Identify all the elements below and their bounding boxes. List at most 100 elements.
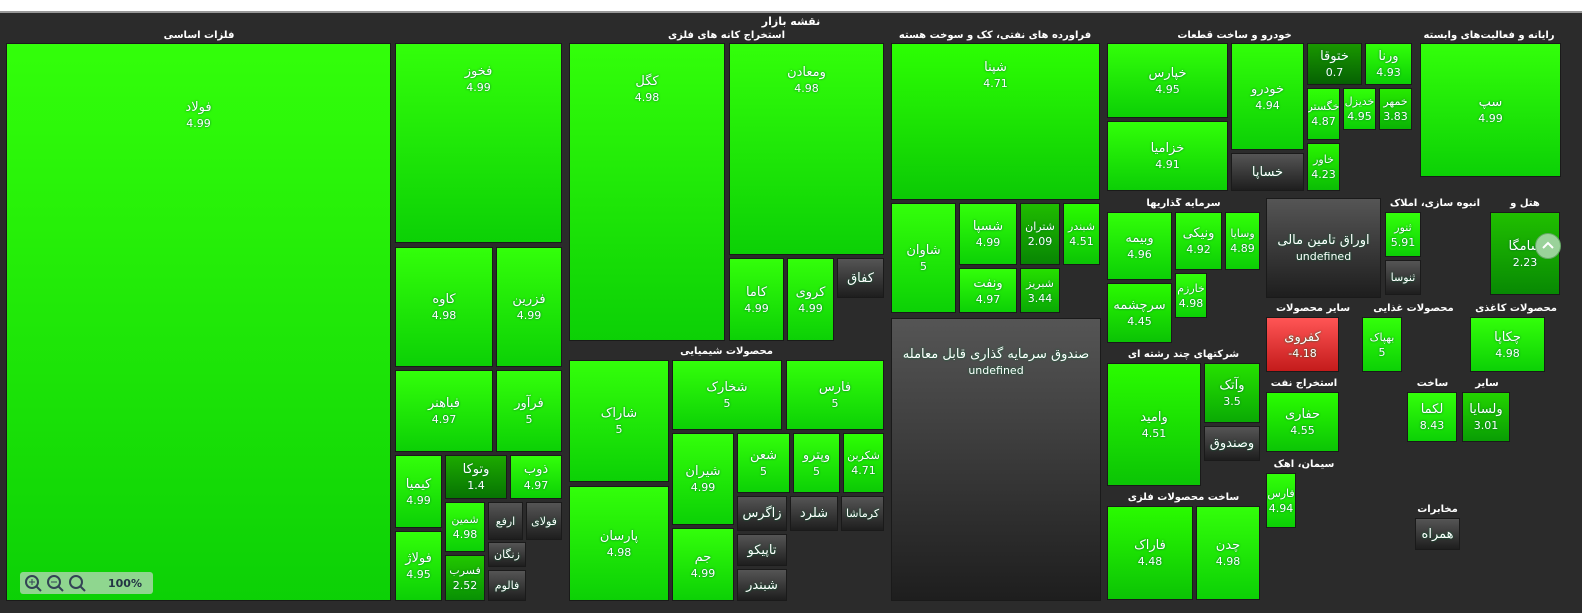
stock-tile[interactable]: ثنور 5.91	[1385, 212, 1421, 257]
stock-tile[interactable]: شیران 4.99	[672, 433, 734, 525]
stock-tile[interactable]: شپنا 4.71	[891, 43, 1100, 200]
stock-tile[interactable]: خپارس 4.95	[1107, 43, 1228, 118]
stock-tile[interactable]: خاور 4.23	[1307, 143, 1340, 191]
stock-tile[interactable]: بهپاک 5	[1362, 317, 1402, 372]
stock-tile[interactable]: صندوق سرمایه گذاری قابل معامله undefined	[891, 318, 1101, 601]
stock-tile[interactable]: حفاری 4.55	[1266, 392, 1339, 452]
stock-tile[interactable]: وسایا 4.89	[1225, 212, 1260, 270]
stock-tile[interactable]: کاما 4.99	[729, 258, 784, 341]
stock-tile[interactable]: فرآور 5	[496, 370, 562, 452]
stock-tile[interactable]: وپترو 5	[793, 433, 840, 493]
stock-tile[interactable]: وامید 4.51	[1107, 363, 1201, 486]
tile-value: 4.95	[406, 568, 431, 581]
stock-tile[interactable]: فخوز 4.99	[395, 43, 562, 243]
stock-tile[interactable]: کرماشا	[841, 496, 884, 531]
stock-tile[interactable]: زنگان	[488, 542, 526, 567]
tile-value: 5	[831, 397, 839, 410]
stock-tile[interactable]: جم 4.99	[672, 528, 734, 601]
stock-tile[interactable]: ونیکی 4.92	[1175, 212, 1222, 270]
stock-tile[interactable]: کفاق	[837, 258, 884, 298]
stock-tile[interactable]: شخارک 5	[672, 360, 782, 430]
stock-tile[interactable]: فولاژ 4.95	[395, 531, 442, 601]
tile-label: کروی	[795, 284, 826, 300]
tile-value: 5	[723, 397, 731, 410]
tile-label: فولاژ	[405, 551, 432, 566]
stock-tile[interactable]: ونفت 4.97	[959, 268, 1017, 313]
stock-tile[interactable]: شبندر	[737, 569, 787, 601]
stock-tile[interactable]: ثنوسا	[1385, 260, 1421, 295]
stock-tile[interactable]: شبندر 4.51	[1063, 203, 1100, 265]
tile-value: undefined	[1295, 250, 1352, 263]
sector-header: ساخت	[1416, 378, 1449, 389]
stock-tile[interactable]: وصندوق	[1204, 426, 1260, 461]
stock-tile[interactable]: شاوان 5	[891, 203, 956, 313]
stock-tile[interactable]: ولسایا 3.01	[1462, 392, 1510, 442]
stock-tile[interactable]: شکربن 4.71	[843, 433, 884, 493]
tile-label: کرماشا	[845, 507, 880, 520]
stock-tile[interactable]: وبیمه 4.96	[1107, 212, 1172, 280]
stock-tile[interactable]: شتران 2.09	[1020, 203, 1060, 265]
stock-tile[interactable]: ورنا 4.93	[1365, 43, 1412, 85]
stock-tile[interactable]: شبریز 3.44	[1020, 268, 1060, 313]
stock-tile[interactable]: فارس 5	[786, 360, 884, 430]
stock-tile[interactable]: خگستر 4.87	[1307, 88, 1340, 140]
sector-header: فراورده های نفتی، کک و سوخت هسته	[898, 30, 1092, 41]
stock-tile[interactable]: ذوب 4.97	[510, 455, 562, 499]
tile-label: شپنا	[984, 59, 1007, 75]
stock-tile[interactable]: همراه	[1415, 518, 1460, 550]
stock-tile[interactable]: چدن 4.98	[1196, 506, 1260, 600]
stock-tile[interactable]: شاراک 5	[569, 360, 669, 482]
stock-tile[interactable]: ارفع	[488, 502, 523, 540]
tile-value: 4.94	[1255, 98, 1280, 112]
stock-tile[interactable]: سرچشمه 4.45	[1107, 283, 1172, 343]
stock-tile[interactable]: پارسان 4.98	[569, 486, 669, 601]
tile-value: 4.99	[744, 301, 769, 315]
stock-tile[interactable]: سپ 4.99	[1420, 43, 1561, 177]
tile-value: 4.91	[1155, 158, 1180, 171]
tile-label: خمهر	[1383, 95, 1408, 108]
stock-tile[interactable]: وآتک 3.5	[1204, 363, 1260, 423]
stock-tile[interactable]: خساپا	[1231, 153, 1304, 191]
stock-tile[interactable]: فولاد 4.99	[6, 43, 391, 601]
stock-tile[interactable]: فزرین 4.99	[496, 247, 562, 367]
sector-header: استخراج نفت	[1270, 378, 1338, 389]
stock-tile[interactable]: ومعادن 4.98	[729, 43, 884, 255]
stock-tile[interactable]: ختوقا 0.7	[1307, 43, 1362, 85]
stock-tile[interactable]: لکما 8.43	[1407, 392, 1457, 442]
tile-label: سپ	[1478, 95, 1503, 110]
stock-tile[interactable]: فباهنر 4.97	[395, 370, 493, 452]
stock-tile[interactable]: کگل 4.98	[569, 43, 725, 341]
zoom-out[interactable]	[46, 574, 64, 592]
stock-tile[interactable]: شسپا 4.99	[959, 203, 1017, 265]
tile-label: شسپا	[972, 219, 1004, 234]
stock-tile[interactable]: تاپیکو	[737, 534, 787, 566]
stock-tile[interactable]: چکاپا 4.98	[1470, 317, 1545, 372]
tile-label: شیران	[685, 464, 721, 479]
stock-tile[interactable]: کاوه 4.98	[395, 247, 493, 367]
tile-value: 4.71	[851, 464, 876, 477]
stock-tile[interactable]: وتوکا 1.4	[445, 455, 507, 499]
stock-tile[interactable]: کفروی -4.18	[1266, 317, 1339, 372]
scroll-up-button[interactable]	[1535, 233, 1561, 259]
tile-value: 4.97	[431, 413, 457, 426]
stock-tile[interactable]: خدیزل 4.95	[1343, 88, 1376, 130]
stock-tile[interactable]: زاگرس	[737, 496, 787, 531]
tile-value: 4.98	[1495, 346, 1520, 360]
stock-tile[interactable]: شمین 4.98	[445, 502, 485, 552]
stock-tile[interactable]: کیمیا 4.99	[395, 455, 442, 528]
stock-tile[interactable]: فالوم	[488, 570, 526, 601]
stock-tile[interactable]: خزامیا 4.91	[1107, 121, 1228, 191]
stock-tile[interactable]: فسرب 2.52	[445, 555, 485, 601]
stock-tile[interactable]: خمهر 3.83	[1379, 88, 1412, 130]
stock-tile[interactable]: فولای	[526, 502, 562, 540]
stock-tile[interactable]: شلرد	[790, 496, 838, 531]
stock-tile[interactable]: کروی 4.99	[787, 258, 834, 341]
stock-tile[interactable]: شعن 5	[737, 433, 790, 493]
zoom-reset[interactable]	[68, 574, 86, 592]
stock-tile[interactable]: اوراق تامین مالی undefined	[1266, 198, 1381, 298]
stock-tile[interactable]: فارس 4.94	[1266, 473, 1296, 528]
stock-tile[interactable]: فاراک 4.48	[1107, 506, 1193, 600]
zoom-in[interactable]	[24, 574, 42, 592]
stock-tile[interactable]: خودرو 4.94	[1231, 43, 1304, 150]
stock-tile[interactable]: خارزم 4.98	[1175, 273, 1207, 318]
